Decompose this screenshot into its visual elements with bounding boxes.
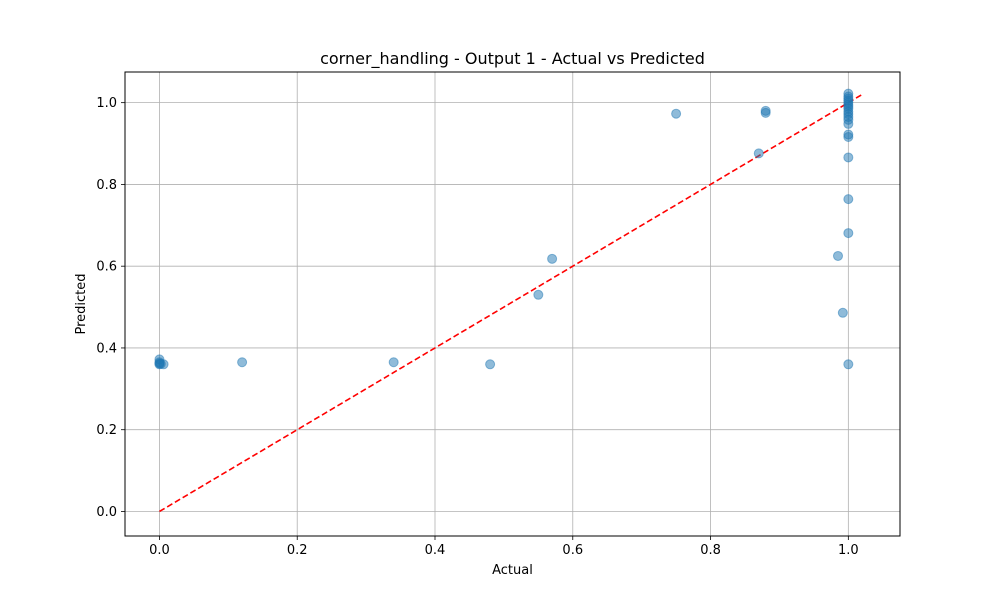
data-point xyxy=(843,194,854,205)
data-point xyxy=(547,253,558,264)
plot-frame xyxy=(124,71,901,537)
data-point xyxy=(158,359,169,370)
x-tick-label: 0.2 xyxy=(287,543,308,558)
x-tick-label: 1.0 xyxy=(838,543,859,558)
y-axis-label: Predicted xyxy=(74,273,89,334)
data-point xyxy=(843,152,854,163)
data-point xyxy=(485,359,496,370)
y-tick-label: 0.0 xyxy=(96,505,117,520)
x-tick-label: 0.8 xyxy=(700,543,721,558)
data-point xyxy=(753,148,764,159)
y-tick-label: 0.4 xyxy=(96,341,117,356)
data-point xyxy=(833,250,843,261)
data-point xyxy=(837,307,848,318)
reference-line xyxy=(159,93,863,513)
y-tick-label: 0.8 xyxy=(96,178,117,193)
data-points xyxy=(154,88,854,370)
x-axis-ticks: 0.0 0.2 0.4 0.6 0.8 1.0 xyxy=(149,536,859,558)
data-point xyxy=(843,132,854,143)
y-tick-label: 0.2 xyxy=(96,423,117,438)
data-point xyxy=(843,118,854,129)
x-tick-label: 0.6 xyxy=(562,543,583,558)
chart-title: corner_handling - Output 1 - Actual vs P… xyxy=(320,49,705,69)
data-point xyxy=(671,108,682,119)
x-tick-label: 0.4 xyxy=(425,543,446,558)
data-point xyxy=(843,228,854,239)
grid-lines xyxy=(125,72,900,536)
data-point xyxy=(843,359,854,370)
y-tick-label: 0.6 xyxy=(96,260,117,275)
data-point xyxy=(388,357,399,368)
data-point xyxy=(533,289,544,300)
data-point xyxy=(237,357,248,368)
y-tick-label: 1.0 xyxy=(96,96,117,111)
x-axis-label: Actual xyxy=(492,563,533,578)
data-point xyxy=(760,107,771,118)
reference-line-group xyxy=(159,93,863,513)
x-tick-label: 0.0 xyxy=(149,543,170,558)
y-axis-ticks: 0.0 0.2 0.4 0.6 0.8 1.0 xyxy=(96,96,125,520)
